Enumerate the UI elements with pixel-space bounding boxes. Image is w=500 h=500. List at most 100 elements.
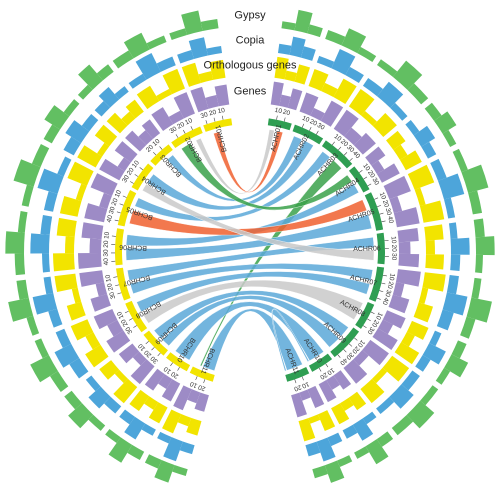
track-bar bbox=[138, 130, 154, 146]
track-bar bbox=[32, 292, 58, 315]
track-bar bbox=[85, 344, 109, 368]
track-bar bbox=[17, 210, 28, 233]
track-bar bbox=[42, 253, 50, 273]
track-bar bbox=[471, 277, 482, 299]
track-label: Gypsy bbox=[234, 9, 266, 21]
track-bar bbox=[461, 164, 489, 193]
track-bar bbox=[446, 275, 459, 295]
tick-mark bbox=[122, 195, 127, 198]
tick-label: 30 bbox=[365, 325, 375, 335]
tick-mark bbox=[195, 376, 198, 381]
track-bar bbox=[353, 350, 369, 366]
track-bar bbox=[353, 132, 376, 155]
track-bar bbox=[146, 35, 167, 50]
track-bar bbox=[57, 156, 72, 177]
track-bar bbox=[123, 32, 150, 59]
tick-label: 30 bbox=[108, 206, 117, 215]
track-bar bbox=[94, 124, 118, 147]
track-bar bbox=[5, 231, 25, 254]
tick-label: 30 bbox=[124, 325, 134, 335]
tick-mark bbox=[151, 347, 155, 351]
link-ribbon bbox=[271, 308, 310, 372]
track-bar bbox=[84, 203, 108, 223]
track-bar bbox=[399, 150, 422, 171]
track-bar bbox=[144, 368, 165, 391]
tick-label: 40 bbox=[106, 214, 115, 223]
chromosome-label: ACHR06 bbox=[353, 245, 381, 253]
track-bar bbox=[156, 88, 172, 102]
track-bar bbox=[13, 159, 41, 187]
tick-mark bbox=[221, 115, 224, 120]
tick-label: 10 bbox=[389, 236, 397, 244]
track-bar bbox=[371, 160, 385, 174]
tick-mark bbox=[177, 367, 180, 371]
tick-label: 20 bbox=[293, 383, 303, 392]
tick-label: 30 bbox=[390, 253, 397, 261]
track-bar bbox=[299, 92, 319, 116]
track-bar bbox=[444, 197, 456, 219]
track-bar bbox=[179, 441, 195, 455]
tick-mark bbox=[325, 363, 329, 368]
track-bar bbox=[361, 110, 377, 126]
track-bar bbox=[444, 354, 469, 378]
tick-label: 20 bbox=[103, 240, 110, 248]
tick-mark bbox=[376, 297, 381, 300]
track-bar bbox=[93, 308, 118, 330]
track-bar bbox=[342, 424, 358, 439]
track-bar bbox=[108, 437, 133, 463]
link-ribbon bbox=[129, 199, 368, 236]
track-bar bbox=[177, 49, 194, 64]
tick-mark bbox=[130, 181, 134, 184]
track-bar bbox=[81, 222, 104, 240]
tick-label: 20 bbox=[381, 199, 390, 209]
chromosome-ideogram bbox=[330, 327, 360, 358]
track-bar bbox=[383, 175, 411, 200]
track-bar bbox=[55, 328, 72, 348]
tick-label: 20 bbox=[308, 118, 318, 128]
tick-mark bbox=[153, 151, 157, 156]
track-bar bbox=[173, 92, 195, 119]
tick-label: 20 bbox=[390, 245, 397, 253]
track-bar bbox=[30, 233, 50, 254]
track-bar bbox=[177, 413, 192, 427]
track-bar bbox=[148, 402, 168, 424]
tick-mark bbox=[283, 117, 286, 122]
tick-mark bbox=[113, 276, 118, 278]
tick-mark bbox=[117, 292, 122, 295]
track-bar bbox=[37, 168, 64, 194]
track-bar bbox=[106, 330, 131, 353]
track-bar bbox=[168, 110, 184, 125]
tick-label: 20 bbox=[339, 138, 349, 148]
track-bar bbox=[277, 43, 292, 55]
track-bar bbox=[128, 73, 147, 89]
track-bar bbox=[40, 214, 53, 235]
track-bar bbox=[310, 107, 325, 121]
track-bar bbox=[63, 99, 80, 117]
track-bar bbox=[118, 343, 140, 364]
track-bar bbox=[382, 310, 406, 329]
track-bar bbox=[34, 338, 49, 359]
track-bar bbox=[300, 46, 316, 61]
track-bar bbox=[75, 183, 87, 202]
track-bar bbox=[362, 78, 383, 97]
tick-label: 30 bbox=[108, 291, 117, 300]
track-bar bbox=[279, 94, 291, 108]
track-bar bbox=[294, 64, 311, 85]
track-bar bbox=[452, 148, 468, 173]
tick-mark bbox=[343, 152, 348, 156]
track-bar bbox=[326, 375, 340, 390]
track-bar bbox=[308, 414, 321, 424]
track-bar bbox=[106, 112, 128, 134]
track-bar bbox=[450, 254, 461, 272]
track-bar bbox=[163, 437, 183, 462]
link-ribbon bbox=[153, 290, 349, 339]
track-bar bbox=[158, 374, 173, 389]
tick-label: 10 bbox=[104, 274, 112, 283]
track-bar bbox=[99, 158, 125, 181]
chromosome-ideogram bbox=[355, 302, 375, 329]
track-bar bbox=[59, 195, 82, 217]
track-bar bbox=[376, 163, 400, 183]
track-bar bbox=[312, 465, 328, 479]
chromosome-ideogram bbox=[131, 163, 154, 191]
track-bar bbox=[64, 390, 83, 410]
